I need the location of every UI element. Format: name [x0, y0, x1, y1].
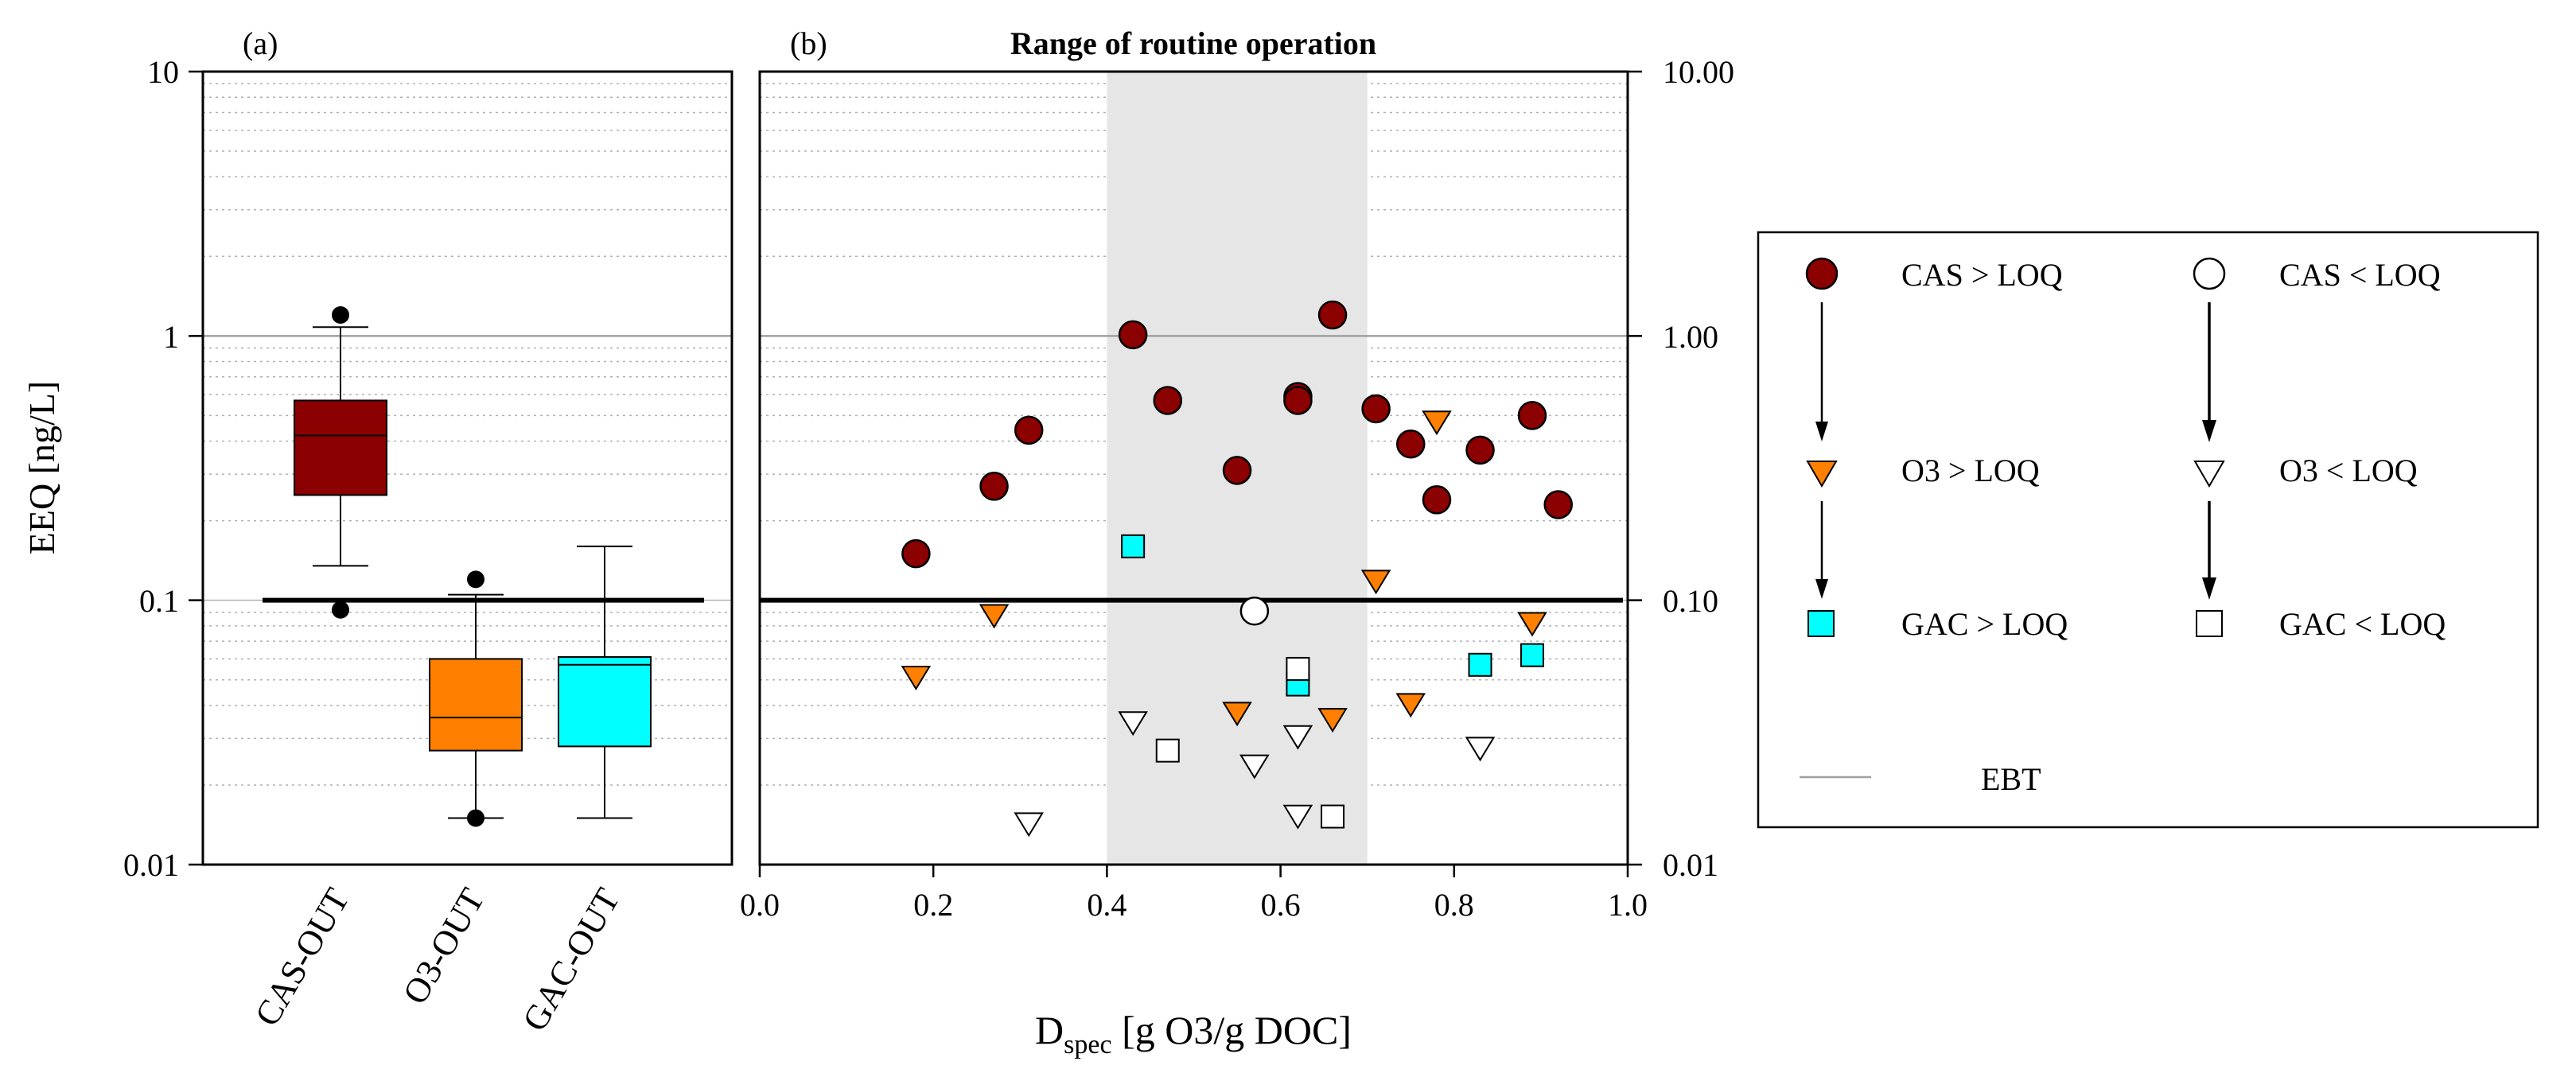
x-tick-labels: 0.0 0.2 0.4 0.6 0.8 1.0 — [740, 887, 1648, 923]
legend-box — [1757, 231, 2539, 829]
point-cas-gtloq — [1422, 485, 1452, 515]
legend-gac-gt-marker — [1807, 610, 1835, 637]
legend-cas-lt-marker — [2193, 257, 2226, 290]
x-axis-label: Dspec [g O3/g DOC] — [1035, 1008, 1352, 1059]
right-tick-10.00: 10.00 — [1663, 54, 1734, 90]
point-o3-ltloq — [1282, 804, 1313, 830]
point-cas-gtloq — [1396, 429, 1426, 459]
point-gac-ltloq — [1155, 738, 1180, 763]
x-tick-label: 0.2 — [913, 887, 953, 923]
point-o3-gtloq — [1317, 708, 1348, 733]
box-cas-out — [294, 399, 387, 496]
outlier-o3-out — [467, 570, 484, 589]
legend-cas-gt-marker — [1805, 257, 1839, 290]
outlier-cas-out — [332, 306, 349, 325]
point-cas-gtloq — [1517, 401, 1547, 430]
point-gac-ltloq — [1286, 656, 1310, 681]
axis-ticks — [189, 70, 1642, 877]
category-label-gac-out: GAC-OUT — [515, 881, 627, 1037]
right-tick-1.00: 1.00 — [1663, 319, 1718, 355]
point-cas-ltloq — [1239, 597, 1270, 626]
x-tick-label: 0.8 — [1434, 887, 1474, 923]
x-tick-label: 1.0 — [1608, 887, 1648, 923]
legend-o3-gt-label: O3 > LOQ — [1901, 453, 2040, 488]
left-tick-10: 10 — [147, 54, 179, 90]
point-cas-gtloq — [1543, 490, 1573, 519]
point-cas-gtloq — [1317, 300, 1348, 330]
point-o3-gtloq — [1395, 693, 1426, 718]
category-label-cas-out: CAS-OUT — [247, 881, 357, 1032]
left-tick-1: 1 — [163, 319, 179, 355]
x-axis-label-sub: spec — [1064, 1030, 1111, 1059]
point-gac-gtloq — [1468, 652, 1492, 677]
legend-arrowhead-cas-o3-lt — [2202, 420, 2216, 442]
legend-arrowhead-o3-gac-lt — [2202, 577, 2216, 600]
x-axis-label-main: D — [1035, 1008, 1064, 1052]
point-cas-gtloq — [1361, 394, 1391, 424]
point-o3-gtloq — [1517, 612, 1547, 637]
legend-o3-lt-label: O3 < LOQ — [2279, 453, 2418, 488]
x-axis-label-rest: [g O3/g DOC] — [1112, 1008, 1352, 1052]
panel-b-title: Range of routine operation — [1010, 25, 1376, 61]
left-tick-0.1: 0.1 — [139, 583, 179, 619]
legend-arrowhead-o3-gac — [1815, 579, 1828, 599]
x-tick-label: 0.4 — [1087, 887, 1127, 923]
point-gac-gtloq — [1121, 534, 1146, 558]
legend-cas-lt-label: CAS < LOQ — [2279, 257, 2441, 293]
right-tick-0.01: 0.01 — [1663, 847, 1718, 883]
point-o3-ltloq — [1282, 725, 1313, 750]
y-axis-label: EEQ [ng/L] — [21, 381, 62, 554]
point-o3-gtloq — [1422, 410, 1452, 436]
point-cas-gtloq — [1014, 415, 1044, 445]
point-cas-gtloq — [1465, 435, 1495, 465]
point-o3-gtloq — [901, 666, 932, 690]
point-o3-ltloq — [1118, 711, 1148, 737]
legend: CAS > LOQ CAS < LOQ O3 > LOQ O3 < LOQ GA… — [1757, 231, 2539, 829]
point-o3-ltloq — [1239, 754, 1270, 779]
point-cas-gtloq — [1153, 386, 1183, 415]
point-cas-gtloq — [1283, 386, 1313, 415]
x-tick-label: 0.6 — [1261, 887, 1301, 923]
point-o3-gtloq — [979, 604, 1010, 629]
right-tick-0.10: 0.10 — [1663, 583, 1718, 619]
x-tick-label: 0.0 — [740, 887, 780, 923]
point-gac-gtloq — [1520, 643, 1544, 667]
point-o3-gtloq — [1360, 570, 1391, 595]
point-cas-gtloq — [1118, 320, 1148, 350]
legend-cas-gt-label: CAS > LOQ — [1901, 257, 2063, 293]
point-o3-ltloq — [1014, 812, 1044, 838]
legend-gac-gt-label: GAC > LOQ — [1901, 606, 2068, 642]
legend-o3-gt-marker — [1806, 461, 1838, 488]
outlier-o3-out — [467, 809, 484, 827]
panel-a-tag: (a) — [243, 25, 278, 61]
panel-b-frame — [758, 70, 1629, 866]
legend-gac-lt-label: GAC < LOQ — [2279, 606, 2446, 642]
point-cas-gtloq — [979, 472, 1009, 501]
panel-b-tag: (b) — [790, 25, 827, 61]
outlier-cas-out — [332, 601, 349, 619]
point-gac-ltloq — [1321, 804, 1345, 829]
panel-a-frame — [201, 70, 733, 866]
scatter-points — [901, 300, 1573, 838]
box-o3-out — [429, 658, 523, 752]
legend-gac-lt-marker — [2196, 610, 2223, 637]
legend-o3-lt-marker — [2193, 461, 2225, 488]
point-o3-gtloq — [1222, 702, 1252, 727]
boxplot-group — [294, 306, 652, 827]
box-gac-out — [558, 656, 652, 748]
left-tick-0.01: 0.01 — [123, 847, 179, 883]
point-cas-gtloq — [901, 538, 931, 569]
legend-ebt-label: EBT — [1981, 761, 2041, 797]
category-label-o3-out: O3-OUT — [395, 881, 492, 1010]
legend-arrowhead-cas-o3 — [1815, 422, 1828, 441]
point-cas-gtloq — [1222, 456, 1252, 485]
point-o3-ltloq — [1465, 737, 1496, 762]
